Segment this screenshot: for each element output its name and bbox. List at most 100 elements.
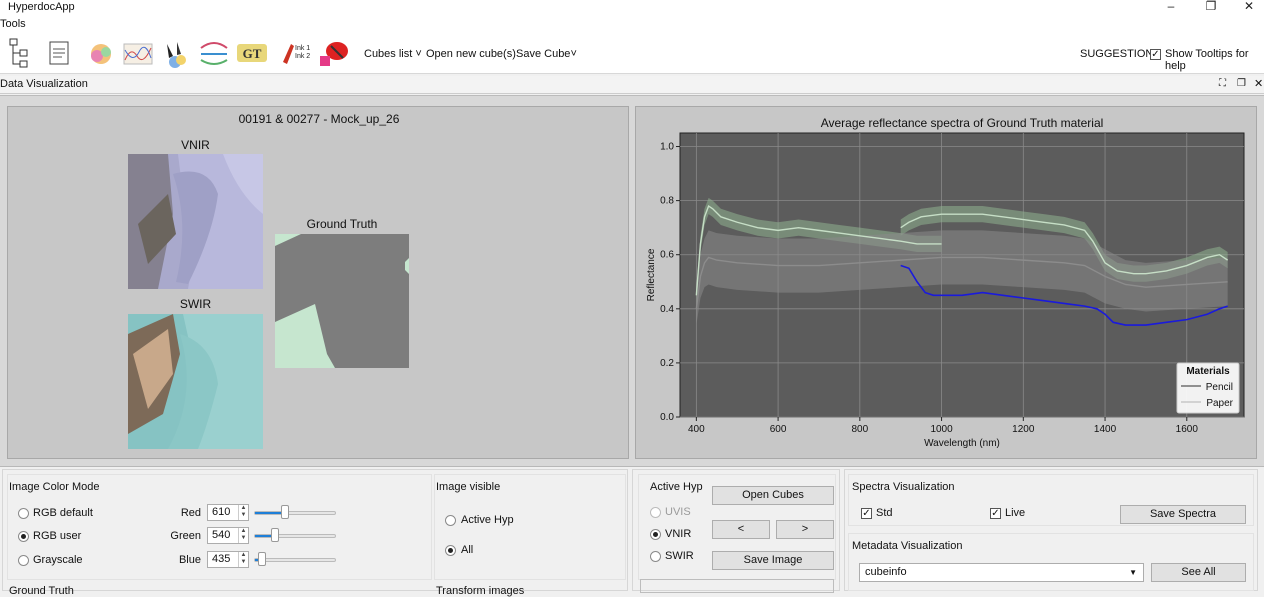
vnir-label: VNIR: [181, 138, 210, 152]
blue-spinbox[interactable]: 435 ▲ ▼: [207, 551, 249, 568]
cube-info-box: [640, 579, 834, 593]
dock-close-icon[interactable]: ✕: [1254, 78, 1264, 90]
ink-icon-text-1: Ink 1: [295, 45, 310, 52]
live-checkbox[interactable]: ✓: [990, 508, 1001, 519]
red-slider[interactable]: [254, 511, 336, 515]
open-new-cube-button[interactable]: Open new cube(s): [426, 48, 516, 60]
chart-bands: [696, 197, 1228, 326]
red-slider-handle[interactable]: [281, 505, 290, 519]
color-mode-box: [7, 474, 432, 580]
std-band-paper-0: [696, 197, 942, 304]
color-spectrum-icon[interactable]: [84, 36, 118, 70]
y-tick-label: 0.2: [660, 358, 674, 369]
metadata-title: Metadata Visualization: [852, 540, 963, 552]
open-cubes-button[interactable]: Open Cubes: [712, 486, 834, 505]
ground-truth-image[interactable]: [275, 234, 409, 368]
label-uvis: UVIS: [665, 506, 691, 518]
green-spinbox[interactable]: 540 ▲ ▼: [207, 527, 249, 544]
x-tick-label: 1000: [930, 424, 953, 435]
close-icon[interactable]: ✕: [1243, 0, 1255, 13]
tree-structure-icon[interactable]: [4, 36, 38, 70]
metadata-file-icon[interactable]: [42, 36, 76, 70]
dock-title-bar: Data Visualization ⛶ ❐ ✕: [0, 76, 1264, 94]
show-tooltips-label: Show Tooltips for help: [1165, 48, 1249, 72]
spectra-group: Spectra Visualization ✓ Std ✓ Live Save …: [844, 469, 1258, 591]
legend-entry-paper: Paper: [1206, 398, 1233, 409]
radio-rgb-user[interactable]: [18, 531, 29, 542]
green-slider-fill: [255, 535, 275, 537]
label-rgb-user: RGB user: [33, 530, 82, 542]
label-vnir: VNIR: [665, 528, 692, 540]
spectra-chart: 400 600 800 1000 1200 1400 1600 0.0 0.2 0.4 0.6 0.8…: [646, 116, 1245, 449]
active-hyp-group: Active Hyp UVIS VNIR SWIR Open Cubes < >…: [632, 469, 840, 593]
x-tick-label: 800: [851, 424, 868, 435]
ground-truth-icon[interactable]: GT: [235, 36, 269, 70]
radio-vnir[interactable]: [650, 529, 661, 540]
see-all-button[interactable]: See All: [1151, 563, 1246, 582]
suggestions-button[interactable]: SUGGESTIONS: [1080, 48, 1161, 60]
dock-title: Data Visualization: [0, 78, 88, 90]
chart-lines: [695, 204, 1229, 326]
legend-title: Materials: [1186, 366, 1230, 377]
image-visible-title: Image visible: [436, 481, 501, 493]
vnir-image[interactable]: [128, 154, 263, 289]
label-all-visible: All: [461, 544, 474, 556]
red-slider-fill: [255, 512, 286, 514]
ink-compare-icon[interactable]: Ink 1 Ink 2: [279, 36, 313, 70]
blue-slider[interactable]: [254, 558, 336, 562]
red-value: 610: [212, 506, 231, 518]
float-icon[interactable]: ❐: [1237, 78, 1246, 89]
save-cube-label: Save Cube: [516, 48, 571, 60]
blue-value: 435: [212, 553, 231, 565]
radio-rgb-default[interactable]: [18, 508, 29, 519]
show-tooltips-checkbox[interactable]: ✓: [1150, 49, 1161, 60]
cubes-list-menu[interactable]: Cubes list ˅: [364, 48, 422, 60]
pens-icon[interactable]: [159, 36, 193, 70]
save-cube-menu[interactable]: Save Cube˅: [516, 48, 577, 60]
spectra-title: Spectra Visualization: [852, 481, 955, 493]
chevron-down-icon: ˅: [415, 48, 422, 60]
spectra-chart-panel: 400 600 800 1000 1200 1400 1600 0.0 0.2 0.4 0.6 0.8…: [635, 106, 1257, 459]
minimize-icon[interactable]: –: [1167, 0, 1175, 13]
radio-active-hyp-visible[interactable]: [445, 515, 456, 526]
gt-icon-text: GT: [243, 46, 262, 61]
label-swir: SWIR: [665, 550, 694, 562]
restore-icon[interactable]: ❐: [1205, 0, 1217, 13]
ground-truth-section-title: Ground Truth: [9, 585, 74, 597]
series-line-pencil-2: [695, 256, 1228, 309]
registration-icon[interactable]: [197, 36, 231, 70]
red-label: Red: [180, 507, 201, 519]
green-slider-handle[interactable]: [270, 528, 279, 542]
metadata-select[interactable]: cubeinfo ▼: [859, 563, 1144, 582]
toolbar: GT Ink 1 Ink 2 Cubes list ˅ Open new cub…: [0, 32, 1264, 74]
spectra-curves-icon[interactable]: [121, 36, 155, 70]
title-bar: HyperdocApp – ❐ ✕: [0, 0, 1264, 16]
radio-all-visible[interactable]: [445, 545, 456, 556]
green-slider[interactable]: [254, 534, 336, 538]
x-tick-label: 600: [770, 424, 787, 435]
red-spinbox[interactable]: 610 ▲ ▼: [207, 504, 249, 521]
radio-uvis[interactable]: [650, 507, 661, 518]
radio-swir[interactable]: [650, 551, 661, 562]
radio-grayscale[interactable]: [18, 555, 29, 566]
label-grayscale: Grayscale: [33, 554, 83, 566]
cube-title: 00191 & 00277 - Mock_up_26: [238, 112, 400, 126]
chart-xlabel: Wavelength (nm): [924, 438, 1000, 449]
std-checkbox[interactable]: ✓: [861, 508, 872, 519]
blue-slider-handle[interactable]: [258, 552, 267, 566]
swir-image[interactable]: [128, 314, 263, 449]
save-image-button[interactable]: Save Image: [712, 551, 834, 570]
unmixing-icon[interactable]: [317, 36, 351, 70]
spin-arrows-icon[interactable]: ▲ ▼: [238, 505, 248, 520]
previous-cube-button[interactable]: <: [712, 520, 770, 539]
images-panel: 00191 & 00277 - Mock_up_26 VNIR SWIR Gro…: [7, 106, 629, 459]
spin-arrows-icon[interactable]: ▲ ▼: [238, 552, 248, 567]
spin-arrows-icon[interactable]: ▲ ▼: [238, 528, 248, 543]
next-cube-button[interactable]: >: [776, 520, 834, 539]
save-spectra-button[interactable]: Save Spectra: [1120, 505, 1246, 524]
maximize-icon[interactable]: ⛶: [1219, 78, 1226, 89]
chevron-down-icon: ˅: [570, 48, 577, 60]
menu-tools[interactable]: Tools: [0, 18, 26, 30]
chevron-down-icon: ▼: [1129, 568, 1137, 577]
green-value: 540: [212, 529, 231, 541]
